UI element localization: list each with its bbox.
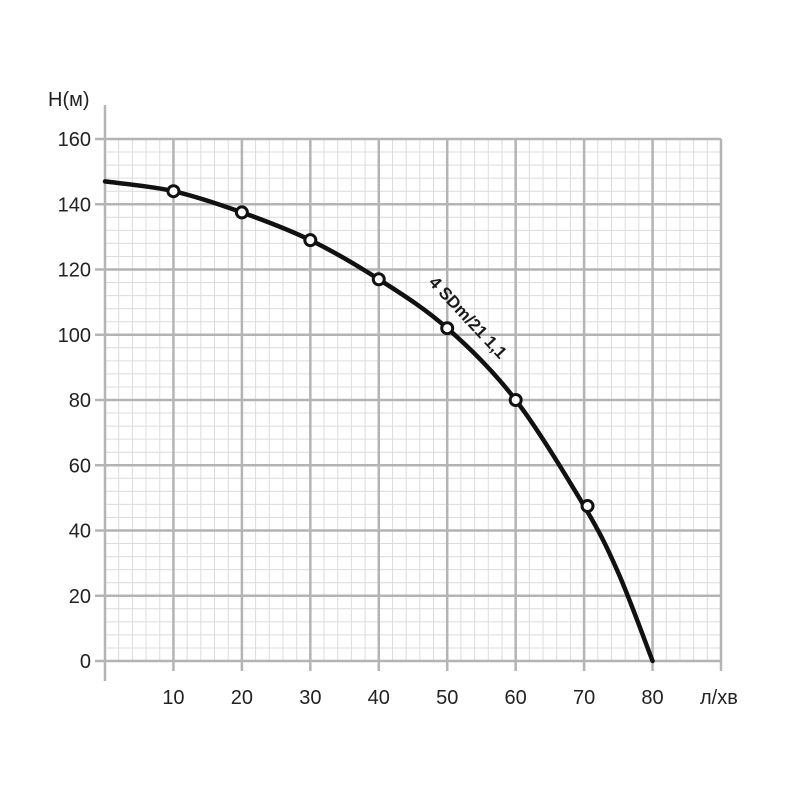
data-point-marker <box>303 233 318 248</box>
major-grid <box>95 137 723 671</box>
y-tick-label: 140 <box>58 194 91 216</box>
y-tick-label: 40 <box>69 521 91 543</box>
y-tick-label: 0 <box>80 651 91 673</box>
data-point-marker <box>580 499 595 514</box>
y-tick-labels: 0 20 40 60 80 100 120 140 160 <box>58 129 91 673</box>
y-tick-label: 160 <box>58 129 91 151</box>
data-point-marker <box>508 393 523 407</box>
x-tick-label: 30 <box>299 687 321 709</box>
x-tick-label: 10 <box>162 687 184 709</box>
axes <box>95 105 721 681</box>
series-line <box>102 179 655 664</box>
y-axis-label: H(м) <box>48 89 90 111</box>
data-point-marker <box>440 321 455 336</box>
y-tick-label: 20 <box>69 586 91 608</box>
y-tick-label: 60 <box>69 455 91 477</box>
series-curves <box>102 179 655 664</box>
y-tick-label: 120 <box>58 260 91 282</box>
data-point-marker <box>166 184 181 199</box>
y-tick-label: 100 <box>58 325 91 347</box>
x-tick-label: 40 <box>368 687 390 709</box>
data-point-marker <box>371 272 386 287</box>
y-tick-label: 80 <box>69 390 91 412</box>
x-tick-label: 60 <box>505 687 527 709</box>
x-tick-label: 50 <box>436 687 458 709</box>
x-tick-label: 20 <box>231 687 253 709</box>
x-tick-label: 70 <box>573 687 595 709</box>
data-point-marker <box>234 205 249 220</box>
series-markers <box>166 184 595 514</box>
x-axis-label: л/хв <box>700 687 738 709</box>
x-tick-labels: 10 20 30 40 50 60 70 80 <box>162 687 663 709</box>
x-tick-label: 80 <box>641 687 663 709</box>
